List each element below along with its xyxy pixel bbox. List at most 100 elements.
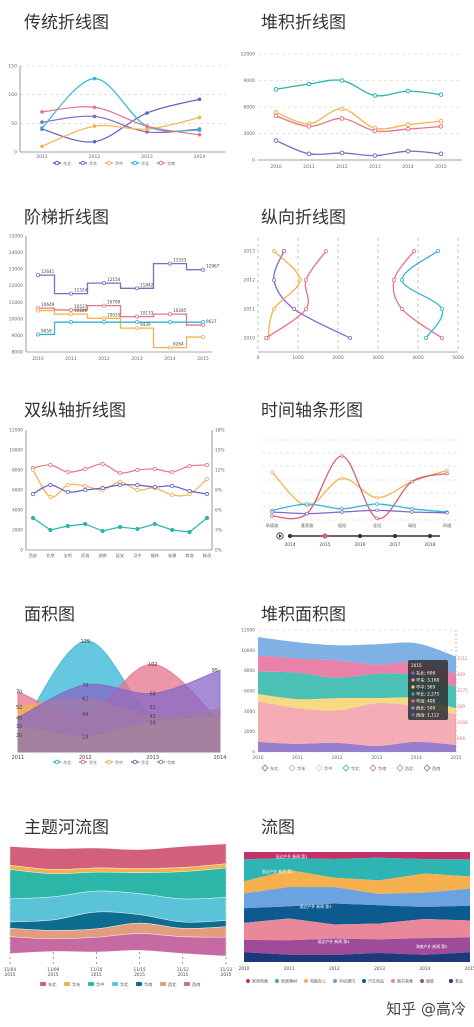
data-point bbox=[102, 281, 107, 286]
x-tick-label: 2010 bbox=[239, 966, 250, 971]
data-point bbox=[135, 487, 140, 493]
legend-label: 华东 bbox=[89, 160, 97, 166]
data-label: 10537 bbox=[74, 304, 88, 309]
panel-theme-river: 主题河流图 bbox=[0, 805, 237, 1010]
legend-marker bbox=[54, 759, 60, 765]
data-point bbox=[323, 248, 328, 253]
data-point bbox=[83, 483, 88, 489]
data-point bbox=[69, 312, 74, 317]
y-tick-label: 2010 bbox=[244, 336, 256, 342]
x-tick-label: 11/09 bbox=[47, 967, 59, 972]
x-tick-label: 2014 bbox=[411, 755, 422, 761]
legend-marker bbox=[158, 160, 164, 166]
legend-label: 华南 bbox=[144, 981, 152, 988]
tooltip-row: 华北: 2,275 bbox=[416, 691, 439, 698]
tooltip-row: 西南: 1,112 bbox=[416, 712, 439, 719]
data-label: 9059 bbox=[41, 328, 52, 333]
chart-stacked-area: 0 2000 4000 6000 8000 10000 12000 2010 2011 2012 2… bbox=[241, 628, 468, 773]
data-point bbox=[423, 335, 428, 340]
legend-label: 华东 bbox=[89, 759, 97, 765]
data-point bbox=[65, 469, 70, 475]
legend-label: 服装 bbox=[426, 978, 434, 984]
data-point bbox=[170, 492, 175, 498]
y-tick-label: 0 bbox=[252, 750, 255, 756]
legend-marker bbox=[106, 160, 112, 166]
legend-label: 西北 bbox=[168, 981, 177, 988]
data-point bbox=[170, 483, 175, 489]
data-point bbox=[271, 248, 276, 253]
data-point bbox=[340, 507, 344, 511]
panel-step-line: 阶梯折线图 bbox=[0, 195, 237, 400]
data-point bbox=[30, 467, 36, 473]
data-point bbox=[200, 335, 205, 340]
legend-label: 西南 bbox=[192, 981, 200, 988]
data-point bbox=[271, 277, 276, 282]
legend-marker bbox=[106, 759, 112, 765]
data-point bbox=[281, 248, 286, 253]
data-point bbox=[117, 470, 123, 476]
x-tick-label: 2012 bbox=[332, 755, 343, 761]
data-point bbox=[263, 335, 268, 340]
x-tick-label: 榆林 bbox=[151, 552, 160, 559]
chart-theme-river: 11/04201511/09201511/10201511/15201511/1… bbox=[4, 843, 232, 988]
x-tick-label: 承德路 bbox=[266, 522, 279, 529]
legend-marker bbox=[80, 160, 86, 166]
legend-label: 电脑办公 bbox=[310, 978, 326, 984]
data-point bbox=[375, 516, 379, 521]
chart-title: 流图 bbox=[261, 818, 295, 838]
x-tick-label: 2015 bbox=[465, 966, 474, 971]
x-tick-label: 1000 bbox=[292, 355, 304, 361]
data-point bbox=[187, 529, 192, 535]
data-point bbox=[306, 81, 312, 87]
data-point bbox=[30, 515, 36, 521]
x-tick-label: 2015 bbox=[134, 972, 145, 977]
y-tick-label: 150 bbox=[8, 64, 17, 70]
timeline-node bbox=[322, 533, 328, 539]
x-tick-label: 2013 bbox=[371, 755, 382, 761]
x-tick-label: 2014 bbox=[419, 966, 430, 971]
series-area bbox=[258, 741, 456, 752]
legend-marker bbox=[80, 759, 86, 765]
legend-marker bbox=[158, 759, 164, 765]
chart-title: 时间轴条形图 bbox=[261, 401, 363, 421]
data-point bbox=[92, 124, 97, 128]
data-point bbox=[167, 261, 172, 266]
y-tick-label: 100 bbox=[8, 92, 17, 98]
x-tick-label: 2011 bbox=[12, 755, 25, 761]
data-point bbox=[145, 124, 149, 128]
annotation-label: 延边户外 新闻 第1 bbox=[276, 854, 308, 859]
series-area bbox=[17, 717, 221, 753]
data-point bbox=[372, 128, 378, 134]
annotation-label: 海南户外 新闻 第5 bbox=[416, 944, 448, 949]
x-tick-label: 宝鸡 bbox=[64, 552, 72, 559]
data-label: 9439 bbox=[140, 322, 151, 327]
x-tick-label: 2013 bbox=[141, 154, 153, 160]
legend-marker bbox=[132, 160, 138, 166]
panel-stacked-line: 堆积折线图 bbox=[237, 0, 474, 205]
chart-title: 阶梯折线图 bbox=[24, 208, 109, 228]
data-point bbox=[340, 454, 344, 458]
legend-label: 图书音像 bbox=[397, 978, 413, 984]
data-label: 569 bbox=[457, 704, 465, 709]
data-point bbox=[134, 326, 139, 331]
y-tick-label: 14000 bbox=[9, 250, 23, 256]
x-tick-label: 2010 bbox=[32, 356, 44, 362]
data-point bbox=[152, 484, 157, 490]
y-tick-label: 12000 bbox=[9, 283, 23, 289]
x-tick-label: 2010 bbox=[270, 164, 282, 170]
y-tick-label: 13000 bbox=[9, 267, 23, 273]
x-tick-label: 2014 bbox=[164, 356, 176, 362]
data-point bbox=[69, 291, 74, 296]
data-point bbox=[117, 482, 123, 488]
data-point bbox=[305, 511, 309, 516]
data-label: 10133 bbox=[140, 311, 154, 316]
x-tick-label: 2015 bbox=[451, 755, 462, 761]
data-point bbox=[273, 138, 279, 143]
timeline-label: 2015 bbox=[320, 542, 331, 548]
panel-vertical-line: 纵向折线图 bbox=[237, 195, 474, 400]
y-tick-label: 6000 bbox=[12, 488, 23, 494]
data-point bbox=[445, 511, 449, 515]
data-point bbox=[135, 467, 140, 473]
x-tick-label: 四通 bbox=[443, 522, 452, 529]
timeline-node bbox=[288, 534, 292, 538]
